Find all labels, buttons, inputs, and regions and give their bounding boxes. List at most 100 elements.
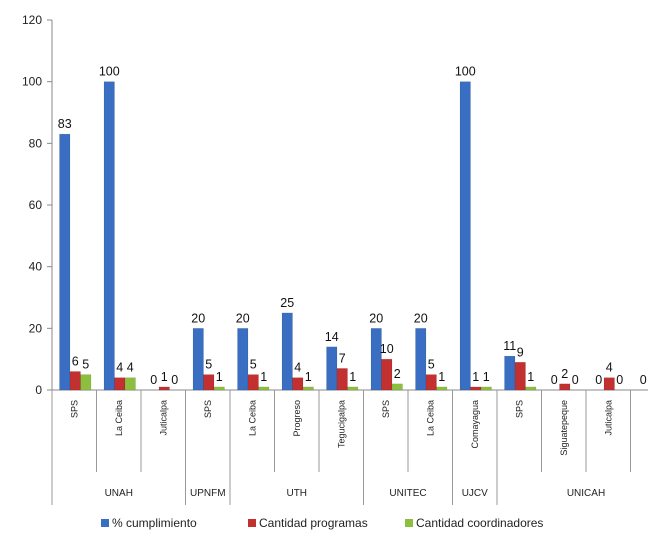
data-label: 5	[205, 358, 212, 372]
category-label: Comayagua	[470, 400, 480, 449]
category-label: Juticalpa	[603, 400, 613, 436]
data-label: 0	[595, 373, 602, 387]
data-label: 20	[191, 311, 205, 325]
data-label: 1	[161, 370, 168, 384]
y-tick-label: 60	[29, 198, 43, 212]
bar-cantidad-programas	[514, 362, 526, 391]
data-label: 4	[116, 361, 123, 375]
legend-swatch	[101, 519, 109, 527]
group-label: UNITEC	[389, 488, 426, 499]
legend-label: % cumplimiento	[112, 516, 197, 530]
bar-cumplimiento	[459, 81, 471, 391]
data-label: 10	[380, 342, 394, 356]
y-tick-label: 120	[22, 13, 42, 27]
data-label: 20	[414, 311, 428, 325]
category-label: La Ceiba	[247, 400, 257, 436]
legend-label: Cantidad coordinadores	[416, 516, 543, 530]
bar-cantidad-coordinadores	[258, 386, 270, 391]
bar-cumplimiento	[326, 346, 338, 391]
data-label: 20	[369, 311, 383, 325]
group-label: UNICAH	[567, 488, 605, 499]
bar-cantidad-programas	[336, 368, 348, 391]
data-label: 2	[561, 367, 568, 381]
bar-cantidad-coordinadores	[213, 386, 225, 391]
data-label: 1	[527, 370, 534, 384]
category-label: Progreso	[292, 400, 302, 437]
data-label: 0	[150, 373, 157, 387]
y-tick-label: 80	[29, 136, 43, 150]
data-label: 4	[294, 361, 301, 375]
data-label: 0	[171, 373, 178, 387]
bar-cantidad-coordinadores	[347, 386, 359, 391]
data-label: 0	[551, 373, 558, 387]
data-label: 11	[503, 339, 516, 353]
bar-cantidad-programas	[247, 374, 259, 391]
bar-cantidad-programas	[425, 374, 437, 391]
data-label: 1	[216, 370, 223, 384]
data-label: 5	[250, 358, 257, 372]
data-label: 83	[58, 117, 72, 131]
category-label: SPS	[381, 400, 391, 418]
bar-cantidad-programas	[470, 386, 482, 391]
bar-cantidad-programas	[292, 377, 304, 391]
group-label: UNAH	[105, 488, 133, 499]
y-tick-label: 40	[29, 260, 43, 274]
data-label: 5	[428, 358, 435, 372]
bar-cantidad-programas	[381, 358, 393, 391]
bar-cantidad-coordinadores	[302, 386, 314, 391]
legend: % cumplimiento Cantidad programas Cantidad…	[101, 516, 543, 530]
data-label: 1	[349, 370, 356, 384]
group-label: UPNFM	[190, 488, 226, 499]
data-label: 9	[517, 345, 524, 359]
bar-cantidad-coordinadores	[436, 386, 448, 391]
data-label: 1	[260, 370, 267, 384]
category-label: Siguatepeque	[559, 400, 569, 456]
category-label: SPS	[69, 400, 79, 418]
data-label: 20	[236, 311, 250, 325]
data-label: 100	[99, 65, 120, 79]
bar-cantidad-programas	[114, 377, 126, 391]
category-label: Tegucigalpa	[336, 400, 346, 448]
category-label: SPS	[514, 400, 524, 418]
legend-swatch	[248, 519, 256, 527]
data-label: 5	[82, 358, 89, 372]
category-label: La Ceiba	[114, 400, 124, 436]
data-label: 2	[394, 367, 401, 381]
group-label: UJCV	[462, 488, 488, 499]
data-label: 7	[339, 351, 346, 365]
data-label: 4	[127, 361, 134, 375]
data-label: 1	[483, 370, 490, 384]
category-label: Juticalpa	[158, 400, 168, 436]
data-label: 6	[72, 355, 79, 369]
data-label: 100	[455, 65, 476, 79]
legend-swatch	[405, 519, 413, 527]
bar-cantidad-coordinadores	[124, 377, 136, 391]
bar-cantidad-coordinadores	[80, 374, 92, 391]
y-tick-label: 0	[35, 383, 42, 397]
bar-cantidad-coordinadores	[525, 386, 537, 391]
group-label: UTH	[286, 488, 307, 499]
bar-cumplimiento	[281, 312, 293, 391]
bar-cantidad-programas	[559, 383, 571, 391]
legend-label: Cantidad programas	[259, 516, 368, 530]
data-label: 25	[280, 296, 294, 310]
y-tick-label: 100	[22, 75, 42, 89]
bar-cantidad-programas	[603, 377, 615, 391]
category-axis: SPS La Ceiba Juticalpa SPS La Ceiba Progreso T…	[51, 390, 648, 505]
bar-cantidad-coordinadores	[391, 383, 403, 391]
y-tick-label: 20	[29, 321, 43, 335]
data-label: 0	[572, 373, 579, 387]
bars	[59, 81, 615, 391]
bar-cumplimiento	[59, 133, 71, 391]
bar-cumplimiento	[237, 328, 249, 391]
bar-cantidad-programas	[203, 374, 215, 391]
category-label: La Ceiba	[425, 400, 435, 436]
data-label: 1	[472, 370, 479, 384]
category-label: SPS	[203, 400, 213, 418]
bar-cumplimiento	[192, 328, 204, 391]
data-label: 1	[438, 370, 445, 384]
data-label: 0	[616, 373, 623, 387]
data-label: 14	[325, 330, 339, 344]
